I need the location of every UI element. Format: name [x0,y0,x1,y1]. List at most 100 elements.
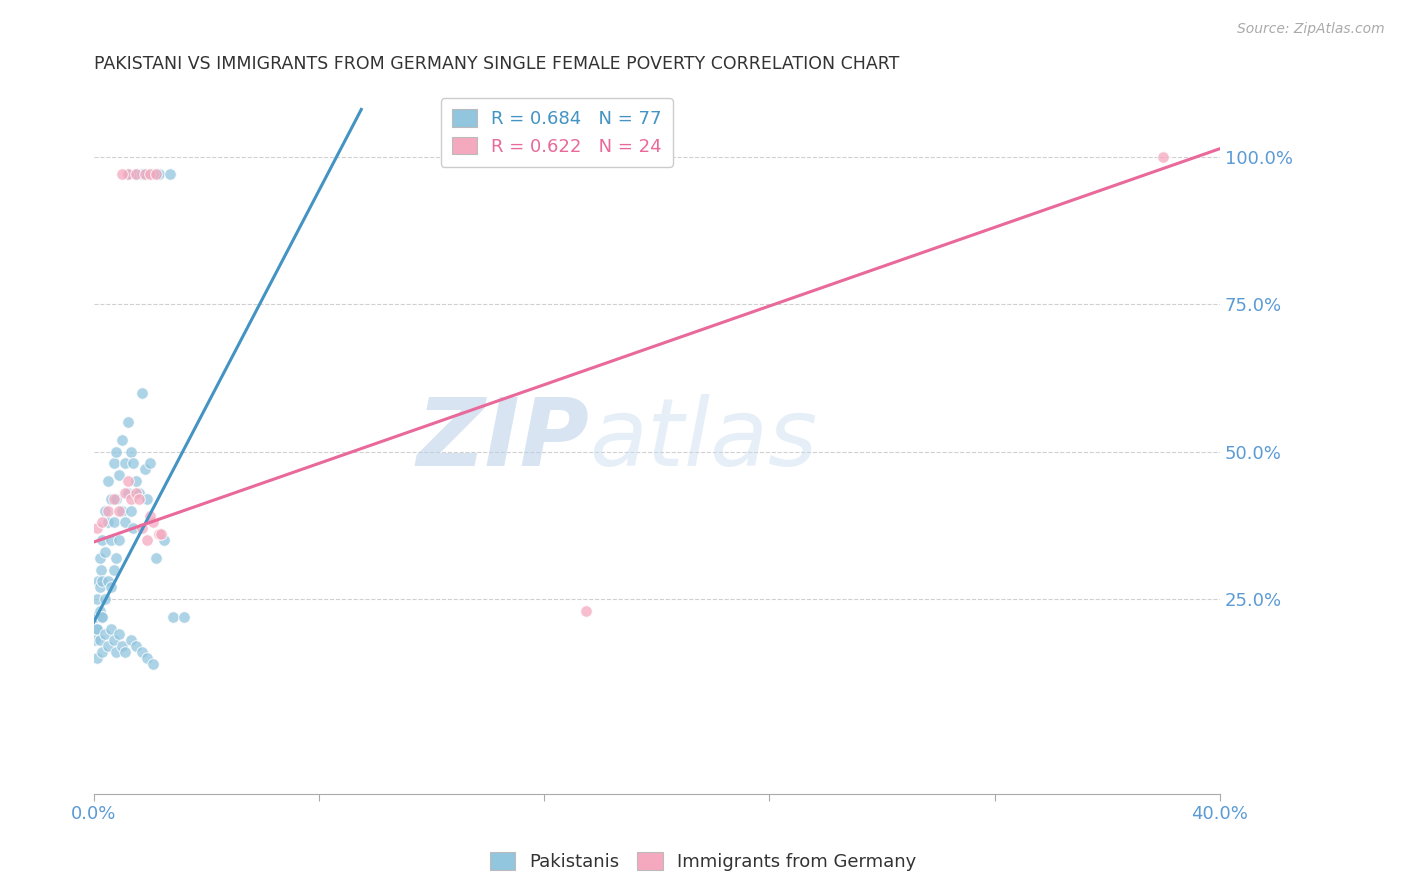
Point [97,474,120,488]
Point [120,633,142,648]
Point [136,491,159,506]
Point [159,167,181,181]
Point [128,491,150,506]
Point [150,527,173,541]
Point [148,527,170,541]
Point [114,516,136,530]
Point [128,486,150,500]
Point [84,609,107,624]
Point [103,562,125,576]
Point [86,622,108,636]
Point [125,639,148,653]
Point [131,645,153,659]
Point [100,533,122,547]
Point [145,167,167,181]
Point [162,609,184,624]
Point [86,521,108,535]
Point [120,503,142,517]
Text: PAKISTANI VS IMMIGRANTS FROM GERMANY SINGLE FEMALE POVERTY CORRELATION CHART: PAKISTANI VS IMMIGRANTS FROM GERMANY SIN… [94,55,900,73]
Point [108,503,131,517]
Point [91,533,114,547]
Point [117,474,139,488]
Point [103,491,125,506]
Point [114,645,136,659]
Point [139,456,162,470]
Point [108,627,131,641]
Point [86,622,108,636]
Point [125,167,148,181]
Point [105,645,128,659]
Point [173,609,195,624]
Point [111,167,134,181]
Point [108,468,131,483]
Point [97,503,120,517]
Point [122,456,145,470]
Point [117,167,139,181]
Point [90,562,112,576]
Point [97,574,120,589]
Point [97,516,120,530]
Point [134,167,156,181]
Point [97,639,120,653]
Point [89,550,111,565]
Point [108,533,131,547]
Point [125,474,148,488]
Text: atlas: atlas [589,394,817,485]
Point [91,645,114,659]
Point [100,580,122,594]
Point [89,633,111,648]
Point [103,633,125,648]
Point [148,167,170,181]
Point [89,580,111,594]
Point [134,462,156,476]
Point [120,491,142,506]
Point [125,486,148,500]
Point [111,433,134,447]
Point [136,651,159,665]
Point [91,609,114,624]
Point [117,167,139,181]
Point [142,516,165,530]
Point [105,550,128,565]
Point [131,521,153,535]
Point [1152,150,1174,164]
Point [122,521,145,535]
Point [91,516,114,530]
Point [94,627,117,641]
Point [105,444,128,458]
Point [89,604,111,618]
Point [139,167,162,181]
Point [111,503,134,517]
Point [131,385,153,400]
Point [103,516,125,530]
Point [117,415,139,429]
Text: Source: ZipAtlas.com: Source: ZipAtlas.com [1237,22,1385,37]
Point [139,509,162,524]
Point [87,574,110,589]
Point [134,167,156,181]
Point [139,167,162,181]
Legend: Pakistanis, Immigrants from Germany: Pakistanis, Immigrants from Germany [482,846,924,879]
Point [142,657,165,671]
Legend: R = 0.684   N = 77, R = 0.622   N = 24: R = 0.684 N = 77, R = 0.622 N = 24 [440,98,672,167]
Point [91,574,114,589]
Point [131,167,153,181]
Point [91,609,114,624]
Point [153,533,176,547]
Point [100,622,122,636]
Point [125,167,148,181]
Point [94,503,117,517]
Point [117,486,139,500]
Point [94,592,117,607]
Point [94,545,117,559]
Point [105,491,128,506]
Point [575,604,598,618]
Point [145,550,167,565]
Point [103,456,125,470]
Point [100,491,122,506]
Point [136,533,159,547]
Text: ZIP: ZIP [416,393,589,486]
Point [145,167,167,181]
Point [86,592,108,607]
Point [114,456,136,470]
